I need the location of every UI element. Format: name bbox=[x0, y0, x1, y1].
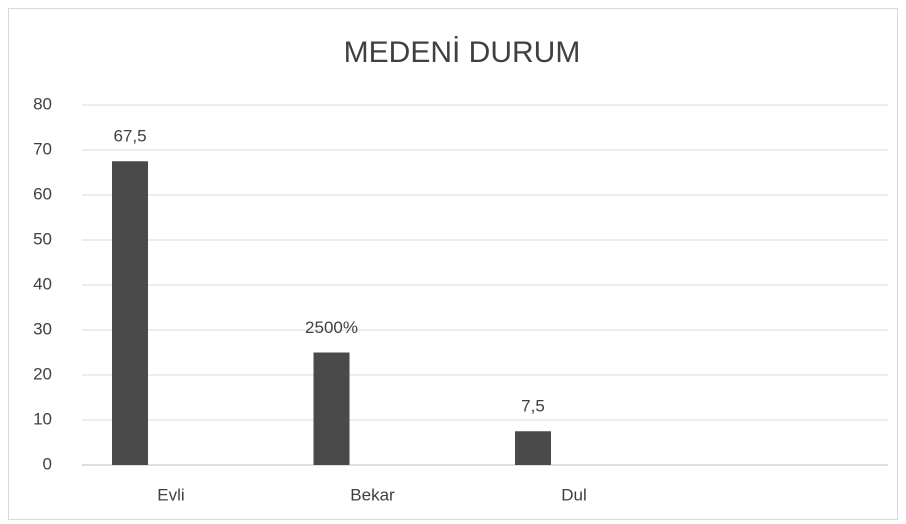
y-tick-label: 80 bbox=[33, 94, 52, 113]
bar bbox=[515, 431, 551, 465]
y-tick-label: 40 bbox=[33, 274, 52, 293]
data-label: 7,5 bbox=[521, 397, 545, 416]
data-label: 2500% bbox=[305, 318, 358, 337]
y-tick-label: 70 bbox=[33, 139, 52, 158]
y-tick-label: 0 bbox=[43, 454, 52, 473]
y-tick-label: 60 bbox=[33, 184, 52, 203]
x-tick-label: Bekar bbox=[350, 485, 395, 504]
chart-title: MEDENİ DURUM bbox=[344, 36, 581, 69]
chart-border bbox=[8, 8, 898, 520]
x-tick-label: Dul bbox=[561, 485, 587, 504]
bar bbox=[313, 352, 350, 465]
bar bbox=[112, 161, 148, 465]
y-tick-label: 10 bbox=[33, 409, 52, 428]
y-tick-label: 30 bbox=[33, 319, 52, 338]
x-tick-label: Evli bbox=[157, 485, 184, 504]
y-tick-label: 50 bbox=[33, 229, 52, 248]
data-label: 67,5 bbox=[113, 127, 146, 146]
y-tick-label: 20 bbox=[33, 364, 52, 383]
